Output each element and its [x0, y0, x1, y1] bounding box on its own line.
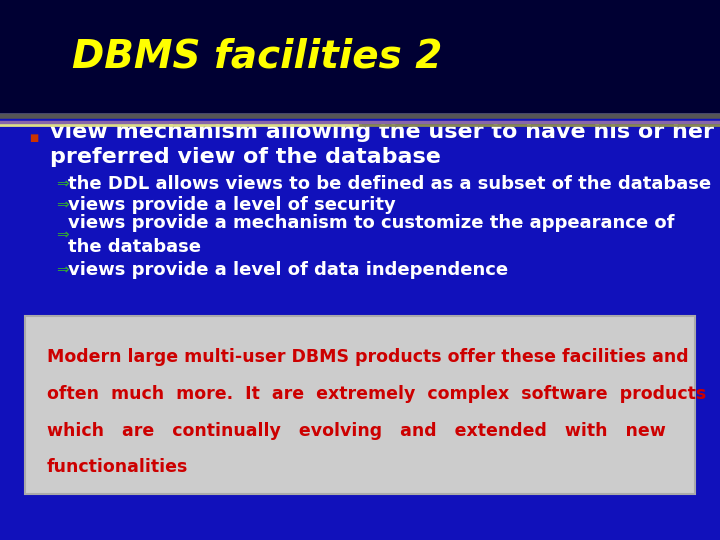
Text: functionalities: functionalities: [47, 458, 188, 476]
Bar: [0, 0, 720, 113]
Text: preferred view of the database: preferred view of the database: [50, 146, 441, 167]
Text: ⇒: ⇒: [56, 198, 69, 213]
Text: DBMS facilities 2: DBMS facilities 2: [72, 38, 442, 76]
Text: Modern large multi-user DBMS products offer these facilities and: Modern large multi-user DBMS products of…: [47, 348, 688, 366]
FancyBboxPatch shape: [25, 316, 695, 494]
Text: views provide a level of data independence: views provide a level of data independen…: [68, 261, 508, 279]
Text: views provide a level of security: views provide a level of security: [68, 196, 396, 214]
Text: which   are   continually   evolving   and   extended   with   new: which are continually evolving and exten…: [47, 422, 665, 440]
Text: ⇒: ⇒: [56, 227, 69, 242]
Text: views provide a mechanism to customize the appearance of
the database: views provide a mechanism to customize t…: [68, 214, 675, 256]
Text: the DDL allows views to be defined as a subset of the database: the DDL allows views to be defined as a …: [68, 174, 711, 193]
Text: ⇒: ⇒: [56, 176, 69, 191]
Text: ■: ■: [29, 133, 38, 143]
Text: ⇒: ⇒: [56, 262, 69, 278]
Text: often  much  more.  It  are  extremely  complex  software  products: often much more. It are extremely comple…: [47, 385, 706, 403]
Text: view mechanism allowing the user to have his or her: view mechanism allowing the user to have…: [50, 122, 714, 143]
